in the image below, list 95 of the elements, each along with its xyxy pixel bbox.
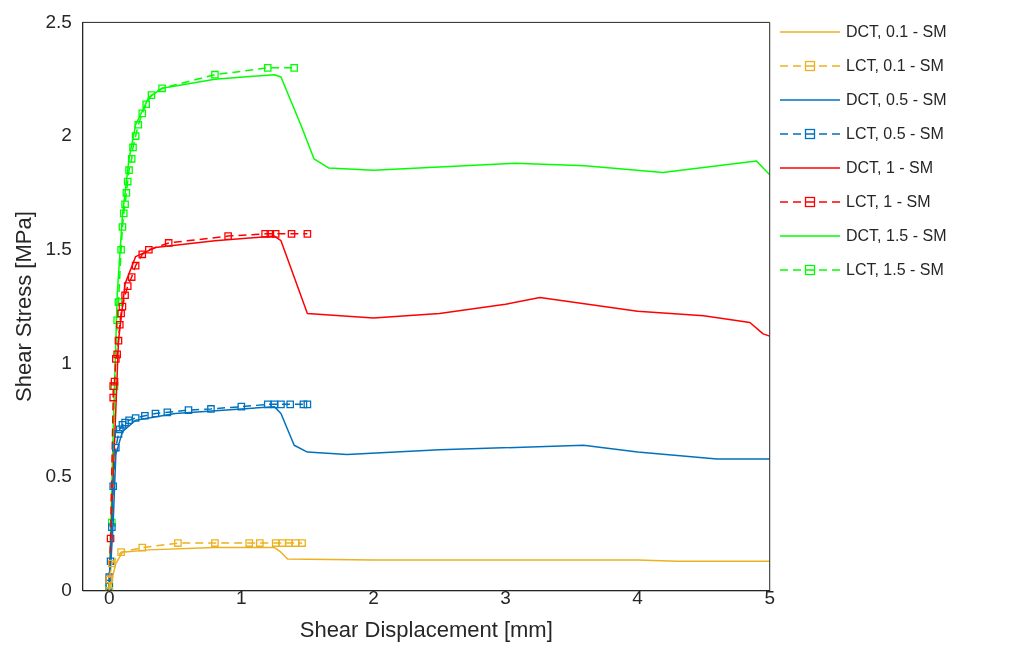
point (271, 539, 280, 547)
point (299, 400, 308, 409)
point (237, 402, 246, 411)
point (138, 250, 147, 259)
point (164, 239, 173, 247)
point (303, 400, 312, 409)
point (285, 539, 293, 547)
y-tick-label: 2.5 (45, 10, 72, 32)
legend-label: LCT, 0.1 - SM (846, 57, 944, 75)
point (147, 91, 156, 99)
point (123, 282, 132, 290)
point (117, 309, 125, 318)
point (123, 177, 132, 186)
point (277, 400, 285, 409)
point (290, 64, 298, 72)
point (266, 230, 275, 238)
point (278, 539, 287, 547)
x-tick-label: 1 (236, 587, 247, 609)
point (211, 70, 219, 79)
point (122, 189, 131, 197)
point (115, 320, 124, 329)
point (109, 393, 118, 402)
point (118, 223, 127, 231)
x-tick-label: 4 (632, 587, 644, 609)
point (131, 261, 140, 270)
point (115, 425, 124, 434)
legend-label: LCT, 1 - SM (846, 193, 931, 211)
point (134, 120, 143, 129)
point (106, 534, 115, 543)
point (245, 539, 254, 547)
point (287, 230, 296, 238)
point (117, 548, 125, 556)
point (298, 539, 306, 547)
x-tick-label: 5 (764, 587, 776, 609)
point (207, 405, 215, 413)
point (303, 230, 312, 238)
point (145, 245, 153, 254)
point (131, 132, 140, 140)
point (114, 430, 123, 438)
point (131, 414, 140, 422)
point (255, 539, 264, 547)
point (138, 109, 147, 118)
point (113, 350, 121, 359)
x-tick-label: 2 (368, 587, 379, 609)
y-tick-label: 1 (61, 351, 72, 373)
x-axis-title: Shear Displacement [mm] (299, 616, 553, 642)
point (263, 400, 272, 409)
point (211, 539, 219, 547)
point (163, 408, 172, 417)
point (121, 418, 129, 427)
point (112, 355, 120, 363)
legend-label: DCT, 1 - SM (846, 159, 934, 177)
point (127, 273, 136, 281)
x-tick-label: 0 (103, 587, 115, 609)
point (110, 377, 119, 386)
y-tick-label: 0.5 (45, 465, 72, 487)
y-tick-label: 2 (61, 124, 72, 146)
y-axis-title: Shear Stress [MPa] (11, 211, 37, 402)
point (151, 409, 160, 418)
point (114, 336, 123, 345)
legend-label: LCT, 1.5 - SM (846, 261, 944, 279)
legend-label: DCT, 0.1 - SM (846, 23, 947, 41)
point (117, 245, 125, 254)
point (125, 416, 133, 425)
point (184, 406, 193, 414)
point (114, 298, 123, 306)
point (141, 411, 149, 420)
point (113, 316, 121, 325)
point (119, 209, 128, 218)
point (286, 400, 295, 409)
y-tick-label: 1.5 (45, 237, 72, 259)
point (108, 523, 116, 531)
point (261, 230, 269, 238)
point (158, 84, 166, 93)
point (112, 443, 120, 452)
x-tick-label: 3 (500, 587, 511, 609)
point (121, 291, 129, 300)
point (109, 482, 118, 491)
point (129, 143, 137, 152)
legend-label: LCT, 0.5 - SM (846, 125, 944, 143)
legend-label: DCT, 1.5 - SM (846, 227, 947, 245)
point (291, 539, 300, 547)
point (271, 230, 280, 238)
point (125, 166, 133, 175)
legend-label: DCT, 0.5 - SM (846, 91, 947, 109)
point (174, 539, 182, 547)
point (118, 421, 127, 429)
point (138, 543, 147, 552)
point (118, 302, 127, 311)
point (224, 232, 232, 240)
point (270, 400, 279, 409)
point (121, 200, 129, 209)
point (127, 154, 136, 163)
point (142, 100, 151, 109)
point (263, 64, 272, 72)
